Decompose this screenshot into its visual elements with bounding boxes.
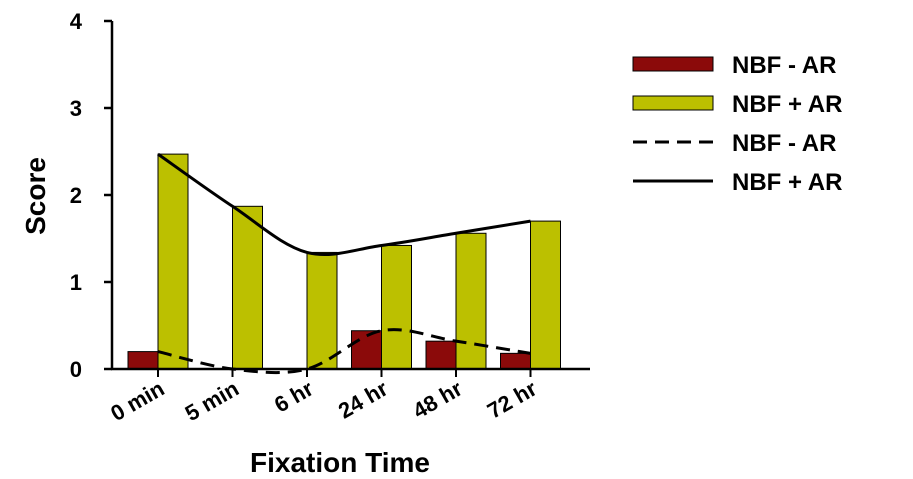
legend-label-0: NBF - AR	[732, 52, 836, 79]
legend-swatch-0	[632, 56, 714, 72]
y-axis-title: Score	[20, 157, 51, 235]
bar-minus-0	[127, 351, 159, 370]
legend-label-1: NBF + AR	[732, 91, 842, 118]
y-tick-label-0: 0	[70, 357, 82, 382]
x-axis-title: Fixation Time	[250, 447, 430, 478]
bar-plus-0	[157, 153, 189, 370]
y-tick-label-1: 1	[70, 270, 82, 295]
y-tick-label-2: 2	[70, 183, 82, 208]
legend: NBF - AR NBF + AR NBF - AR NBF + AR	[632, 52, 842, 196]
bar-plus-2	[306, 251, 338, 370]
x-tick-label-2: 6 hr	[270, 375, 318, 417]
x-tick-label-1: 5 min	[181, 376, 243, 426]
y-tick-label-4: 4	[70, 9, 83, 34]
bar-minus-4	[425, 340, 457, 370]
legend-item-1: NBF + AR	[632, 91, 842, 118]
bar-plus-1	[232, 205, 263, 370]
bar-plus-4	[455, 232, 487, 370]
bar-plus-3	[381, 244, 412, 370]
bars-layer	[127, 153, 561, 370]
legend-item-3: NBF + AR	[633, 169, 842, 196]
y-tick-label-3: 3	[70, 96, 82, 121]
x-tick-label-5: 72 hr	[483, 375, 541, 423]
x-tick-label-0: 0 min	[106, 376, 168, 426]
legend-swatch-1	[632, 95, 714, 111]
legend-item-2: NBF - AR	[633, 130, 836, 157]
legend-label-3: NBF + AR	[732, 169, 842, 196]
x-tick-label-3: 24 hr	[334, 375, 392, 423]
bar-minus-3	[351, 330, 382, 370]
line-plus	[157, 152, 531, 257]
bar-minus-5	[500, 352, 531, 370]
bar-plus-5	[530, 220, 561, 370]
legend-label-2: NBF - AR	[732, 130, 836, 157]
x-tick-label-4: 48 hr	[408, 375, 466, 423]
legend-item-0: NBF - AR	[632, 52, 836, 79]
